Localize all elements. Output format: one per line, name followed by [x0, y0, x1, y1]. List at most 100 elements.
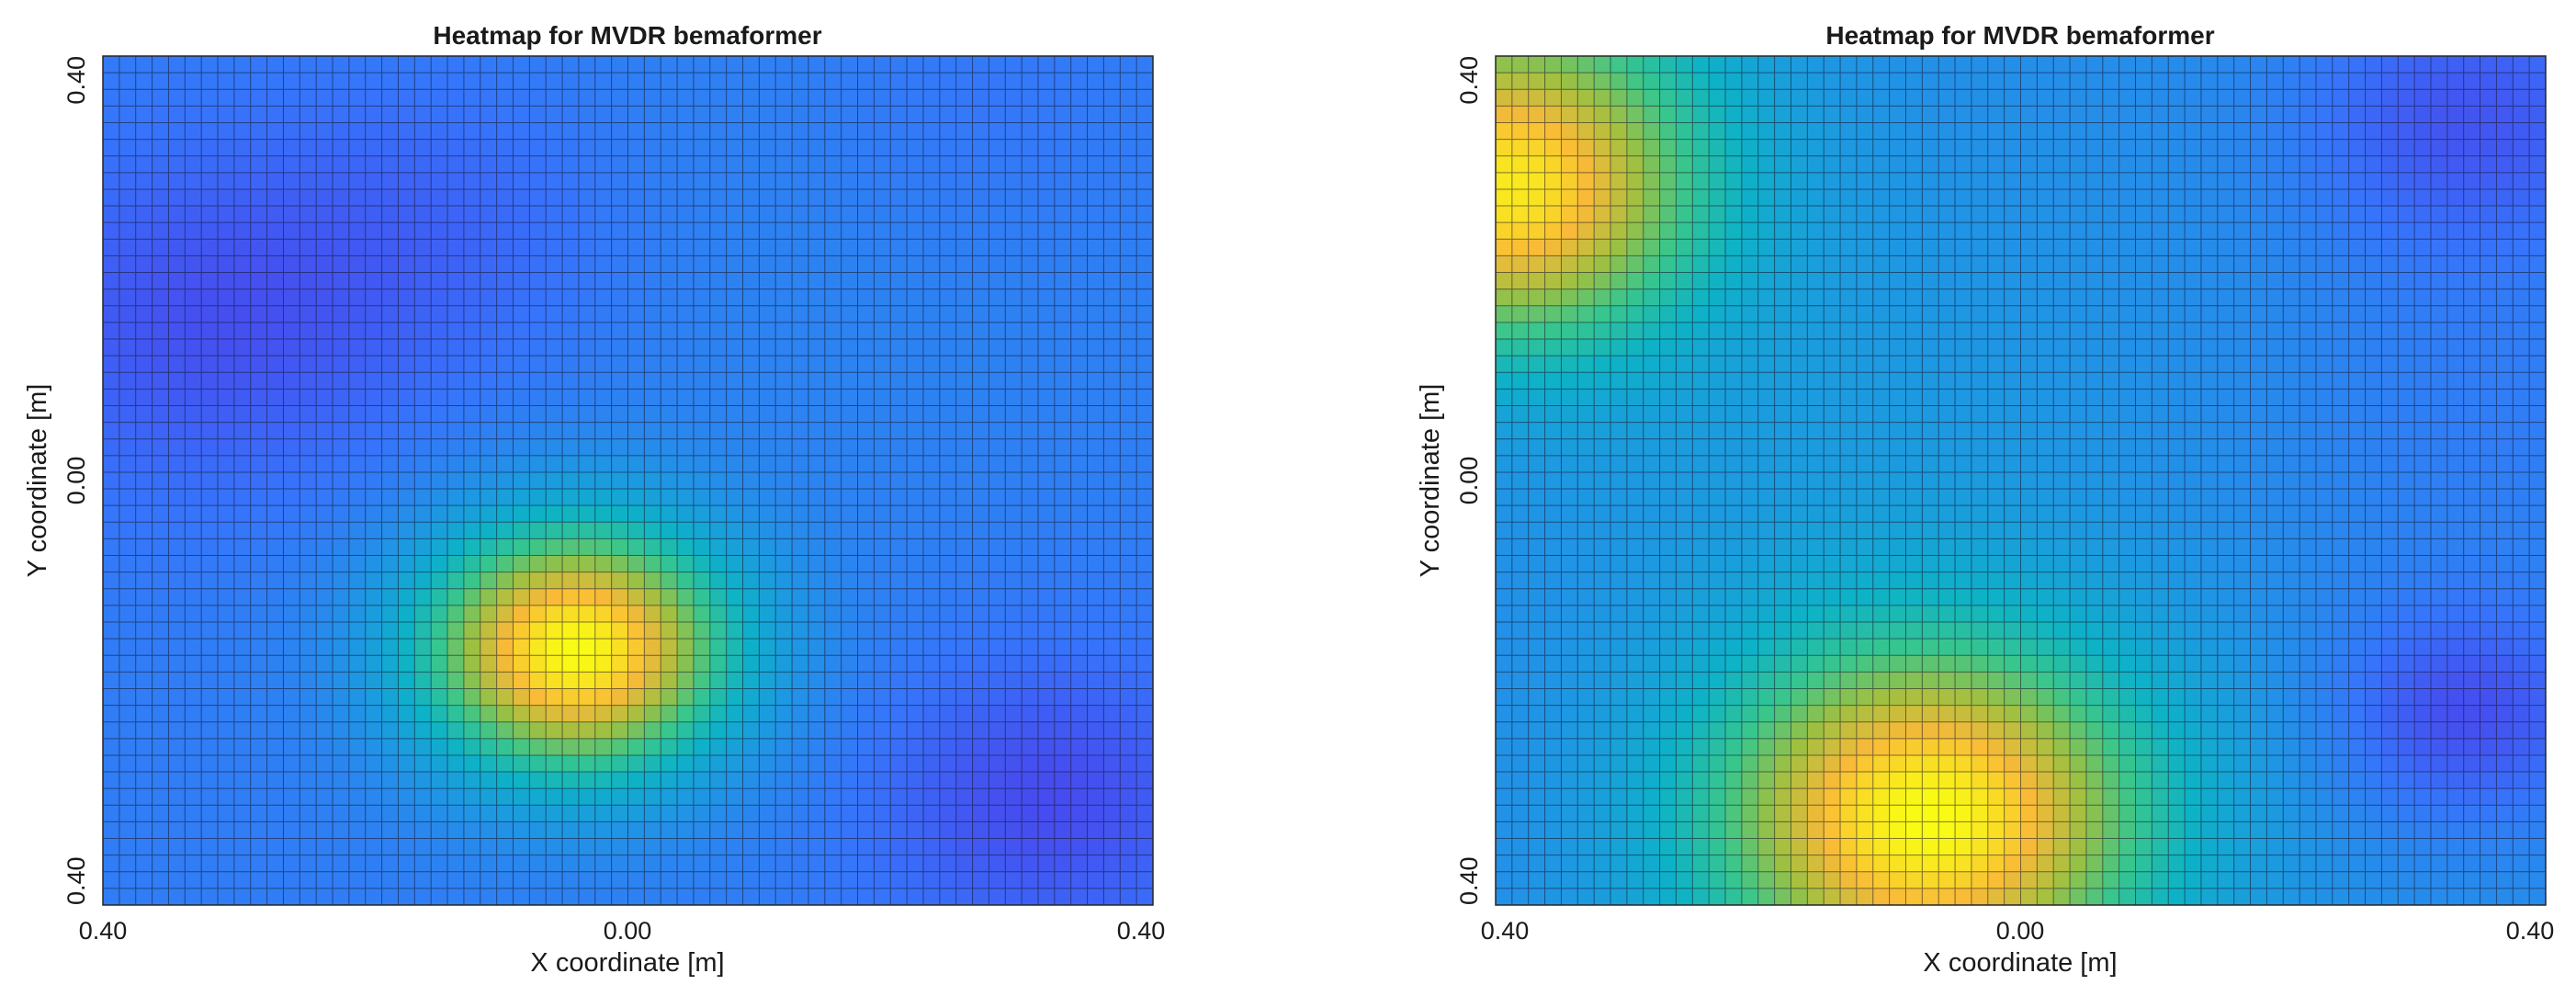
heatmap-cell [1725, 122, 1743, 141]
heatmap-cell [611, 405, 629, 424]
heatmap-cell [972, 122, 990, 141]
heatmap-cell [2152, 289, 2169, 307]
heatmap-cell [1987, 356, 2005, 373]
heatmap-cell [955, 522, 974, 540]
x-tick-label: 0.40 [1117, 917, 1166, 945]
heatmap-cell [1037, 172, 1056, 190]
heatmap-cell [2070, 106, 2087, 124]
heatmap-cell [546, 339, 563, 357]
heatmap-cell [1692, 489, 1710, 506]
heatmap-cell [709, 754, 728, 773]
heatmap-cell [447, 272, 465, 290]
heatmap-cell [578, 422, 596, 440]
heatmap-cell [2200, 272, 2219, 290]
heatmap-cell [922, 206, 941, 223]
heatmap-cell [2250, 89, 2267, 107]
heatmap-cell [890, 805, 908, 823]
heatmap-cell [1087, 339, 1105, 357]
heatmap-cell [546, 672, 563, 690]
heatmap-cell [857, 422, 875, 440]
heatmap-cell [1037, 455, 1056, 473]
heatmap-cell [152, 605, 170, 623]
heatmap-cell [2185, 489, 2202, 506]
heatmap-cell [2529, 405, 2546, 424]
heatmap-cell [152, 871, 170, 889]
heatmap-cell [709, 188, 728, 207]
heatmap-cell [233, 788, 252, 806]
heatmap-cell [594, 788, 613, 806]
heatmap-cell [496, 821, 514, 840]
heatmap-cell [1120, 122, 1137, 141]
heatmap-cell [1905, 188, 1923, 207]
heatmap-cell [726, 172, 744, 190]
heatmap-cell [1005, 322, 1022, 340]
heatmap-cell [2496, 372, 2514, 390]
heatmap-cell [857, 372, 875, 390]
heatmap-cell [989, 305, 1006, 323]
heatmap-cell [726, 73, 744, 90]
heatmap-cell [1070, 405, 1089, 424]
heatmap-cell [742, 688, 760, 707]
heatmap-cell [677, 489, 695, 506]
heatmap-cell [333, 855, 350, 873]
heatmap-cell [907, 555, 924, 573]
heatmap-cell [135, 489, 153, 506]
heatmap-cell [2315, 305, 2333, 323]
heatmap-cell [168, 322, 186, 340]
heatmap-cell [594, 505, 613, 523]
heatmap-cell [841, 838, 859, 856]
heatmap-cell [266, 489, 285, 506]
heatmap-cell [1544, 56, 1563, 74]
heatmap-cell [808, 672, 826, 690]
heatmap-cell [808, 489, 826, 506]
heatmap-cell [546, 605, 563, 623]
heatmap-cell [1528, 106, 1546, 124]
heatmap-cell [348, 106, 367, 124]
heatmap-cell [283, 471, 300, 490]
heatmap-cell [1087, 688, 1105, 707]
heatmap-cell [1659, 438, 1678, 457]
heatmap-cell [480, 438, 498, 457]
heatmap-cell [348, 705, 367, 723]
heatmap-cell [2381, 471, 2399, 490]
heatmap-cell [1005, 155, 1022, 174]
heatmap-cell [2152, 155, 2169, 174]
heatmap-cell [2463, 139, 2481, 157]
heatmap-cell [2217, 471, 2235, 490]
heatmap-cell [233, 272, 252, 290]
heatmap-cell [857, 222, 875, 240]
heatmap-cell [381, 122, 400, 141]
heatmap-cell [2463, 389, 2481, 407]
heatmap-cell [2414, 155, 2432, 174]
heatmap-cell [201, 772, 219, 789]
heatmap-cell [1626, 139, 1644, 157]
heatmap-cell [152, 838, 170, 856]
heatmap-cell [2085, 222, 2104, 240]
heatmap-cell [119, 705, 137, 723]
heatmap-cell [562, 139, 580, 157]
heatmap-cell [348, 888, 367, 905]
heatmap-cell [939, 155, 957, 174]
heatmap-cell [1840, 489, 1858, 506]
heatmap-cell [1496, 356, 1513, 373]
heatmap-cell [989, 372, 1006, 390]
heatmap-cell [1676, 139, 1693, 157]
heatmap-cell [1922, 455, 1939, 473]
heatmap-cell [677, 639, 695, 656]
heatmap-cell [1103, 588, 1121, 606]
heatmap-cell [1511, 122, 1530, 141]
heatmap-cell [333, 222, 350, 240]
heatmap-cell [1594, 455, 1611, 473]
heatmap-cell [2135, 139, 2152, 157]
heatmap-cell [972, 555, 990, 573]
heatmap-cell [431, 122, 448, 141]
heatmap-cell [627, 705, 645, 723]
heatmap-cell [1136, 372, 1153, 390]
heatmap-cell [808, 188, 826, 207]
heatmap-cell [1757, 455, 1776, 473]
heatmap-cell [365, 688, 383, 707]
heatmap-cell [333, 106, 350, 124]
heatmap-cell [316, 372, 333, 390]
heatmap-cell [955, 56, 974, 74]
heatmap-cell [1103, 555, 1121, 573]
